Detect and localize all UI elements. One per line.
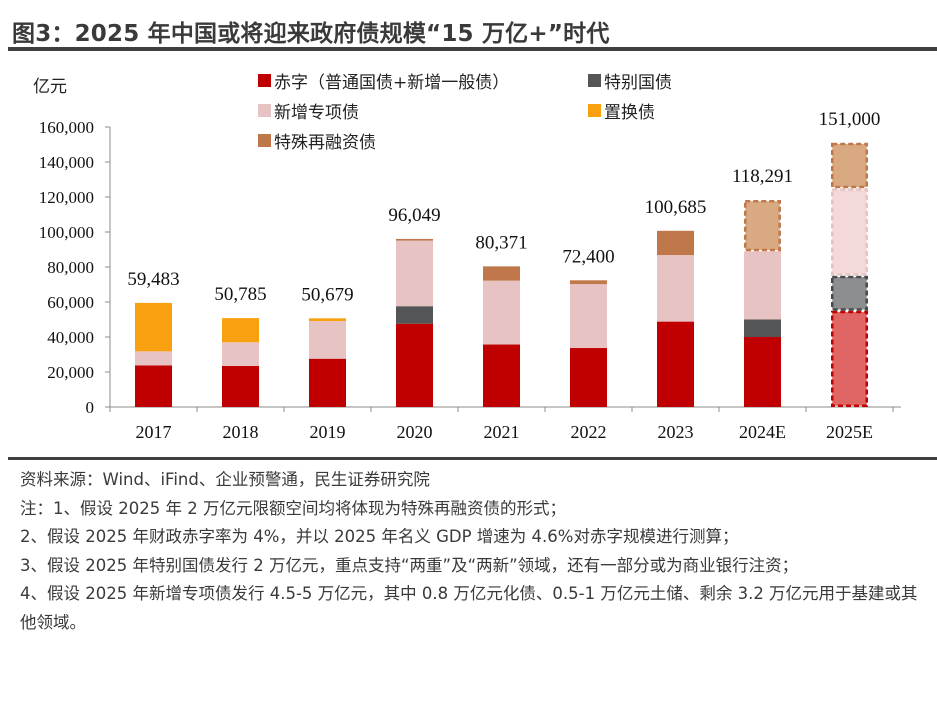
bar-stack-2020 (396, 238, 433, 407)
legend-label-special-treasury: 特别国债 (604, 73, 672, 93)
bar-segment-2017-s0 (135, 365, 172, 407)
legend-item-new-special-bond: 新增专项债 (258, 98, 359, 123)
bar-stack-2025E (831, 142, 868, 407)
legend-label-special-refinancing: 特殊再融资债 (274, 133, 376, 153)
figure-title: 图3：2025 年中国或将迎来政府债规模“15 万亿+”时代 (12, 21, 610, 47)
bar-segment-2017-s2 (135, 351, 172, 366)
legend-label-deficit: 赤字（普通国债+新增一般债） (274, 73, 510, 93)
legend-swatch-replacement-bond (588, 104, 601, 117)
bar-stack-2021 (483, 266, 520, 407)
notes-section: 资料来源：Wind、iFind、企业预警通，民生证券研究院 注：1、假设 202… (20, 466, 925, 637)
x-tick-label: 2025E (826, 422, 873, 442)
legend-swatch-deficit (258, 74, 271, 87)
x-tick-label: 2023 (658, 422, 694, 442)
bar-segment-2024E-s1 (744, 319, 781, 337)
bars (135, 142, 868, 407)
bar-segment-2023-s0 (657, 321, 694, 407)
bar-segment-2025E-s0 (831, 310, 868, 407)
legend-item-special-refinancing: 特殊再融资债 (258, 128, 376, 153)
total-label-2025E: 151,000 (819, 109, 881, 130)
x-tick-label: 2022 (571, 422, 607, 442)
total-label-2021: 80,371 (475, 232, 527, 253)
bar-segment-2017-s3 (135, 302, 172, 352)
x-tick-label: 2017 (136, 422, 172, 442)
note-line-3: 3、假设 2025 年特别国债发行 2 万亿元，重点支持“两重”及“两新”领域，… (20, 555, 799, 575)
y-tick-label: 40,000 (47, 328, 94, 347)
legend-swatch-special-refinancing (258, 134, 271, 147)
source-note: 资料来源：Wind、iFind、企业预警通，民生证券研究院 (20, 470, 430, 489)
note-line-1: 注：1、假设 2025 年 2 万亿元限额空间均将体现为特殊再融资债的形式； (20, 498, 566, 518)
y-tick-label: 140,000 (39, 153, 94, 172)
bar-segment-2024E-s0 (744, 337, 781, 407)
source-rule (8, 457, 937, 460)
y-tick-label: 20,000 (47, 363, 94, 382)
total-label-2019: 50,679 (301, 284, 353, 305)
x-tick-label: 2018 (223, 422, 259, 442)
bar-segment-2020-s4 (396, 238, 433, 241)
bar-segment-2023-s4 (657, 230, 694, 256)
y-tick-label: 100,000 (39, 223, 94, 242)
legend-item-replacement-bond: 置换债 (588, 98, 655, 123)
bar-stack-2022 (570, 280, 607, 407)
total-labels: 59,483 50,785 50,679 96,049 80,371 72,400 100,… (127, 109, 880, 306)
y-tick-label: 120,000 (39, 188, 94, 207)
total-label-2020: 96,049 (388, 205, 440, 226)
stacked-bar-chart: 0 20,000 40,000 60,000 80,000 100,000 120,000 1… (39, 109, 901, 442)
bar-segment-2024E-s4 (744, 199, 781, 252)
legend-swatch-new-special-bond (258, 104, 271, 117)
bar-segment-2022-s4 (570, 280, 607, 285)
bar-segment-2025E-s1 (831, 275, 868, 311)
x-tick-label: 2024E (739, 422, 786, 442)
x-axis: 2017 2018 2019 2020 2021 2022 2023 2024E 2025E (109, 406, 901, 442)
total-label-2017: 59,483 (127, 269, 179, 290)
bar-segment-2021-s0 (483, 344, 520, 407)
y-tick-label: 0 (86, 398, 95, 417)
x-tick-label: 2020 (397, 422, 433, 442)
bar-segment-2024E-s2 (744, 251, 781, 320)
legend-item-deficit: 赤字（普通国债+新增一般债） (258, 68, 509, 93)
bar-segment-2020-s0 (396, 323, 433, 407)
x-tick-label: 2021 (484, 422, 520, 442)
bar-segment-2018-s3 (222, 318, 259, 343)
y-axis: 0 20,000 40,000 60,000 80,000 100,000 120,000 1… (39, 118, 111, 417)
bar-segment-2018-s2 (222, 342, 259, 366)
bar-segment-2022-s0 (570, 348, 607, 407)
legend-swatch-special-treasury (588, 74, 601, 87)
bar-segment-2019-s2 (309, 321, 346, 359)
bar-segment-2019-s0 (309, 358, 346, 407)
y-axis-unit-label: 亿元 (33, 77, 67, 97)
bar-segment-2019-s3 (309, 318, 346, 322)
title-rule (8, 47, 937, 51)
total-label-2022: 72,400 (562, 246, 614, 267)
legend-label-replacement-bond: 置换债 (604, 103, 655, 123)
legend-label-new-special-bond: 新增专项债 (274, 103, 359, 123)
bar-segment-2023-s2 (657, 255, 694, 322)
y-tick-label: 80,000 (47, 258, 94, 277)
bar-stack-2017 (135, 302, 172, 407)
total-label-2024E: 118,291 (732, 166, 793, 187)
bar-stack-2024E (744, 199, 781, 407)
bar-segment-2021-s4 (483, 266, 520, 281)
note-line-4: 4、假设 2025 年新增专项债发行 4.5-5 万亿元，其中 0.8 万亿元化… (20, 584, 918, 632)
y-tick-label: 160,000 (39, 118, 94, 137)
bar-segment-2025E-s4 (831, 142, 868, 189)
y-tick-label: 60,000 (47, 293, 94, 312)
bar-segment-2018-s0 (222, 365, 259, 407)
bar-stack-2019 (309, 318, 346, 407)
note-line-2: 2、假设 2025 年财政赤字率为 4%，并以 2025 年名义 GDP 增速为… (20, 527, 739, 546)
bar-segment-2022-s2 (570, 284, 607, 349)
x-tick-label: 2019 (310, 422, 346, 442)
total-label-2023: 100,685 (645, 197, 707, 218)
bar-stack-2023 (657, 230, 694, 407)
bar-segment-2020-s2 (396, 240, 433, 307)
total-label-2018: 50,785 (214, 284, 266, 305)
bar-segment-2020-s1 (396, 306, 433, 324)
legend-item-special-treasury: 特别国债 (588, 68, 672, 93)
bar-segment-2025E-s2 (831, 188, 868, 276)
bar-segment-2021-s2 (483, 280, 520, 345)
bar-stack-2018 (222, 318, 259, 407)
